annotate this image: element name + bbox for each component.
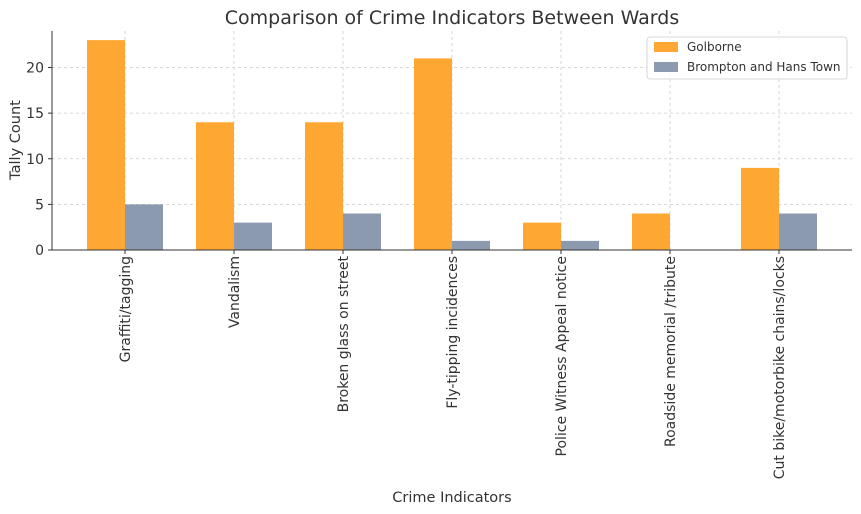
- bar-brompton: [452, 240, 490, 250]
- y-tick-label: 0: [35, 243, 44, 259]
- x-tick-label: Police Witness Appeal notice: [554, 256, 570, 457]
- bar-golborne: [305, 122, 343, 250]
- bar-golborne: [523, 222, 561, 250]
- bars: [87, 40, 817, 250]
- y-tick-label: 15: [26, 106, 44, 122]
- x-tick-label: Broken glass on street: [336, 256, 352, 413]
- bar-brompton: [779, 213, 817, 250]
- bar-brompton: [125, 204, 163, 250]
- x-axis-label: Crime Indicators: [392, 490, 511, 506]
- bar-golborne: [414, 58, 452, 250]
- y-axis-label: Tally Count: [8, 100, 24, 181]
- x-tick-label: Graffiti/tagging: [118, 256, 134, 362]
- x-tick-label: Vandalism: [227, 256, 243, 328]
- legend: Golborne Brompton and Hans Town: [646, 36, 848, 80]
- x-ticks: Graffiti/tagging Vandalism Broken glass on…: [118, 250, 788, 479]
- chart-title: Comparison of Crime Indicators Between W…: [225, 7, 679, 29]
- y-tick-label: 20: [26, 61, 44, 77]
- legend-swatch-brompton: [654, 62, 678, 72]
- bar-golborne: [196, 122, 234, 250]
- bar-golborne: [741, 167, 779, 250]
- bar-brompton: [561, 240, 599, 250]
- legend-label-brompton: Brompton and Hans Town: [687, 60, 841, 74]
- x-tick-label: Roadside memorial /tribute: [663, 256, 679, 447]
- y-tick-label: 5: [35, 197, 44, 213]
- y-ticks: 0 5 10 15 20: [26, 61, 52, 259]
- bar-golborne: [632, 213, 670, 250]
- bar-brompton: [234, 222, 272, 250]
- legend-swatch-golborne: [654, 42, 678, 52]
- legend-label-golborne: Golborne: [687, 40, 742, 54]
- y-tick-label: 10: [26, 152, 44, 168]
- bar-golborne: [87, 40, 125, 250]
- x-tick-label: Fly-tipping incidences: [445, 256, 461, 409]
- x-tick-label: Cut bike/motorbike chains/locks: [772, 256, 788, 479]
- bar-brompton: [343, 213, 381, 250]
- legend-frame: [646, 36, 848, 80]
